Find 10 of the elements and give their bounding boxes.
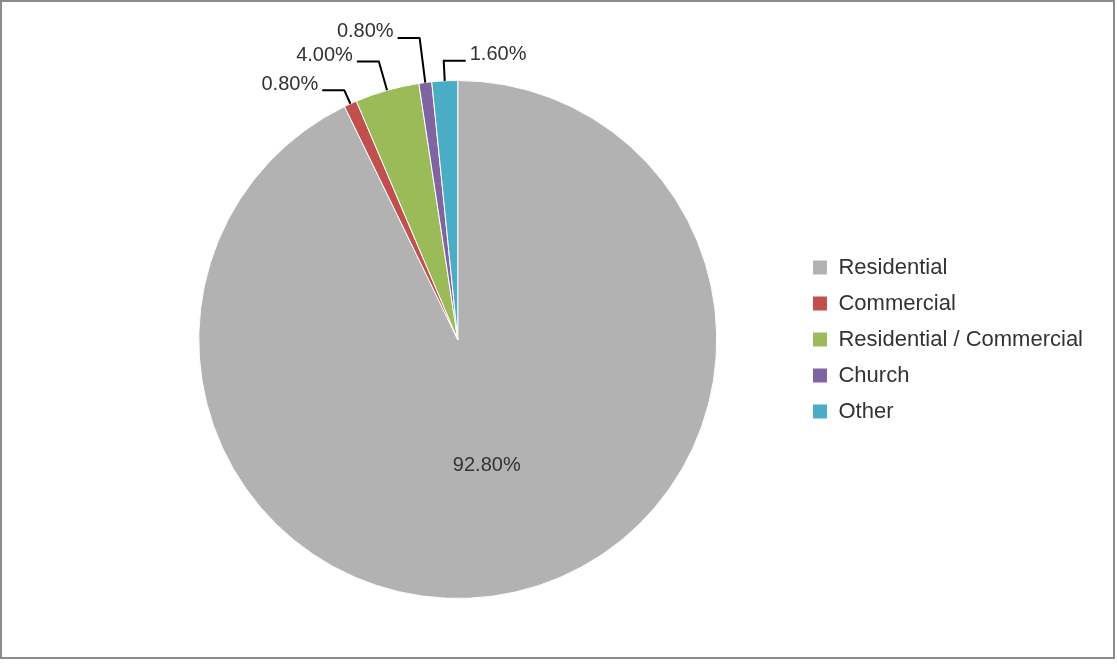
legend-label: Residential — [838, 253, 948, 279]
data-label: 92.80% — [452, 453, 521, 476]
legend-label: Residential / Commercial — [838, 325, 1084, 351]
legend-label: Commercial — [838, 289, 956, 315]
data-label: 0.80% — [336, 19, 394, 42]
data-label: 0.80% — [261, 71, 319, 94]
legend-label: Other — [838, 397, 894, 423]
data-label: 4.00% — [296, 42, 354, 65]
data-label: 1.60% — [469, 42, 527, 65]
legend-label: Church — [838, 361, 910, 387]
